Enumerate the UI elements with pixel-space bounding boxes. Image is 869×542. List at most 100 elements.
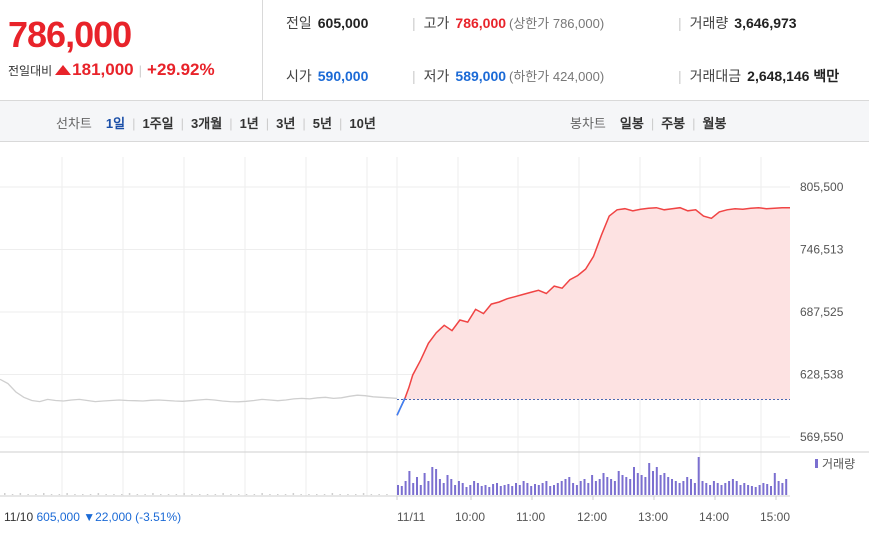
- volume-bar-prev: [339, 494, 341, 495]
- volume-bar: [693, 483, 696, 495]
- volume-bar-prev: [292, 493, 295, 495]
- volume-bar: [739, 485, 742, 495]
- volume-bar: [663, 473, 666, 495]
- volume-bar: [496, 483, 498, 495]
- volume-bar-prev: [277, 494, 279, 495]
- volume-bar-prev: [144, 494, 146, 495]
- period-1y[interactable]: 1년: [239, 116, 259, 131]
- volume-bar-prev: [355, 494, 357, 495]
- lower-limit: (하한가 424,000): [509, 69, 605, 84]
- volume-bar: [488, 487, 491, 495]
- stat-volume: | 거래량 3,646,973: [678, 15, 797, 31]
- volume-bar: [476, 483, 479, 495]
- volume-bar: [511, 486, 514, 495]
- volume-bar: [522, 481, 525, 495]
- volume-bar: [560, 481, 563, 495]
- trade-value-label: 거래대금: [689, 68, 742, 84]
- line-chart-label: 선차트: [56, 116, 92, 131]
- volume-bar-prev: [4, 493, 6, 495]
- quote-header: 786,000 전일대비 181,000 | +29.92% 전일 605,000 | 고…: [0, 0, 869, 101]
- volume-bar: [442, 483, 445, 495]
- period-1w[interactable]: 1주일: [142, 116, 174, 131]
- volume-bar: [731, 479, 734, 495]
- volume-bar: [594, 481, 597, 495]
- volume-bar-prev: [97, 493, 100, 495]
- trade-value-value: 2,648,146 백만: [747, 68, 840, 84]
- volume-bar: [534, 484, 536, 495]
- x-tick-label: 11/11: [397, 510, 426, 524]
- candle-daily[interactable]: 일봉: [619, 116, 644, 131]
- volume-bar-prev: [199, 494, 201, 495]
- volume-bar: [613, 481, 616, 495]
- prev-day-summary: 11/10 605,000 ▼22,000 (-3.51%): [4, 510, 181, 524]
- x-tick-label: 10:00: [455, 510, 485, 524]
- volume-bar: [541, 483, 544, 495]
- volume-bar-prev: [113, 494, 115, 495]
- volume-bar: [553, 485, 555, 495]
- volume-bar-prev: [58, 494, 61, 495]
- volume-bar: [659, 475, 662, 495]
- volume-bar: [526, 483, 529, 495]
- chart-toolbar: 선차트 1일 | 1주일 | 3개월 | 1년 | 3년 | 5년 | 10년 봉차트 일봉 | 주봉 | 월봉: [0, 101, 869, 142]
- volume-bar-prev: [27, 494, 29, 495]
- price-change: 전일대비 181,000 | +29.92%: [8, 60, 215, 80]
- volume-bar: [625, 477, 628, 495]
- volume-bar-prev: [128, 493, 131, 495]
- volume-bar: [457, 481, 460, 495]
- volume-bar: [556, 483, 559, 495]
- volume-bar: [446, 475, 449, 495]
- stat-prev-close: 전일 605,000: [286, 13, 368, 33]
- volume-bar: [633, 467, 635, 495]
- period-3y[interactable]: 3년: [276, 116, 296, 131]
- volume-bar-prev: [253, 494, 256, 495]
- volume-bar: [640, 475, 643, 495]
- candle-chart-periods: 봉차트 일봉 | 주봉 | 월봉: [570, 116, 727, 131]
- candle-monthly[interactable]: 월봉: [702, 116, 727, 131]
- volume-bar-prev: [323, 494, 326, 495]
- high-label: 고가: [423, 15, 450, 31]
- volume-bar-prev: [316, 494, 318, 495]
- volume-bar: [419, 485, 422, 495]
- volume-bar: [621, 475, 624, 495]
- volume-bar: [469, 485, 472, 495]
- low-value: 589,000: [455, 68, 507, 84]
- volume-bar: [682, 481, 685, 495]
- volume-bar: [465, 487, 468, 495]
- volume-bar: [416, 477, 418, 495]
- volume-bar-prev: [308, 494, 310, 495]
- volume-bar-prev: [261, 493, 263, 495]
- line-chart-periods: 선차트 1일 | 1주일 | 3개월 | 1년 | 3년 | 5년 | 10년: [56, 116, 376, 131]
- change-percent: +29.92%: [147, 60, 215, 79]
- volume-bar: [754, 487, 757, 495]
- volume-bar: [583, 479, 586, 495]
- volume-bar: [712, 481, 715, 495]
- volume-bar: [404, 481, 407, 495]
- volume-bar: [606, 477, 609, 495]
- x-tick-label: 15:00: [760, 510, 790, 524]
- x-tick-label: 11:00: [516, 510, 545, 524]
- volume-bar: [549, 486, 552, 495]
- volume-bar: [397, 485, 399, 495]
- period-5y[interactable]: 5년: [312, 116, 332, 131]
- volume-bar: [750, 486, 753, 495]
- volume-bar: [716, 483, 719, 495]
- volume-bar: [667, 477, 670, 495]
- volume-bar: [400, 486, 403, 495]
- divider: |: [138, 63, 143, 78]
- volume-bar: [492, 484, 495, 495]
- volume-bar: [773, 473, 776, 495]
- candle-weekly[interactable]: 주봉: [661, 116, 686, 131]
- volume-bar-prev: [121, 494, 123, 495]
- volume-bar-prev: [11, 494, 14, 495]
- volume-bar-prev: [74, 494, 76, 495]
- volume-bar-prev: [160, 494, 162, 495]
- volume-bar: [408, 471, 411, 495]
- volume-bar-prev: [300, 494, 302, 495]
- volume-bar: [591, 475, 594, 495]
- volume-bar: [602, 473, 605, 495]
- period-1d[interactable]: 1일: [105, 116, 126, 131]
- period-3m[interactable]: 3개월: [191, 116, 223, 131]
- volume-bar: [762, 483, 765, 495]
- volume-bar: [724, 483, 727, 495]
- period-10y[interactable]: 10년: [349, 116, 376, 131]
